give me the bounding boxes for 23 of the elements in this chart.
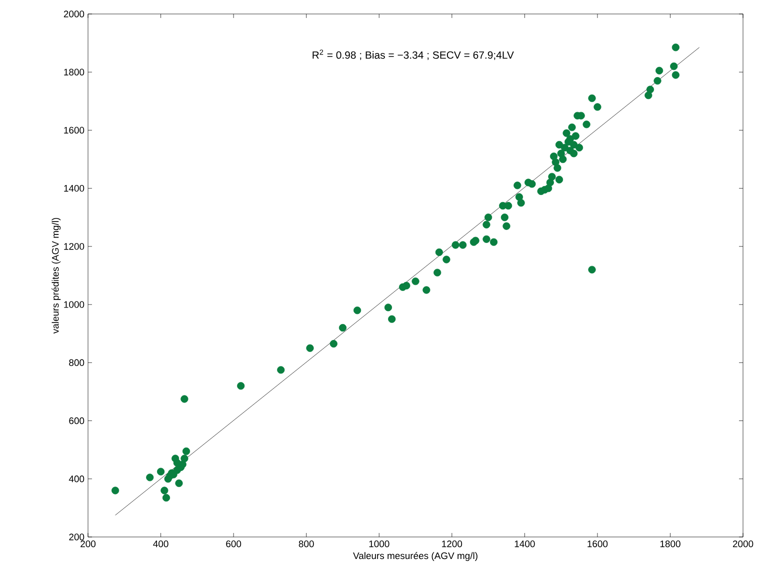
y-tick-label: 400 bbox=[68, 476, 84, 482]
x-tick-label: 1000 bbox=[369, 540, 390, 548]
y-tick-label: 1800 bbox=[64, 68, 84, 76]
x-tick-label: 1800 bbox=[660, 540, 680, 548]
y-axis-title: valeurs prédites (AGV mg/l) bbox=[52, 218, 61, 334]
y-tick-label: 600 bbox=[69, 417, 84, 424]
x-tick-label: 600 bbox=[226, 540, 242, 548]
x-axis-title: Valeurs mesurées (AGV mg/l) bbox=[353, 552, 478, 561]
y-tick-label: 200 bbox=[69, 534, 84, 540]
annotation: R$^{2}$ = 0.98 ; Bias = −3.34 ; SECV = 67.9;4LV bbox=[312, 50, 514, 60]
y-tick-label: 1000 bbox=[64, 301, 84, 308]
y-tick-label: 800 bbox=[69, 359, 84, 366]
y-tick-label: 2000 bbox=[64, 10, 84, 18]
x-tick-label: 1200 bbox=[442, 540, 462, 548]
x-tick-label: 200 bbox=[80, 540, 96, 548]
x-tick-label: 2000 bbox=[732, 540, 754, 548]
x-tick-label: 1400 bbox=[514, 540, 535, 548]
y-tick-label: 1600 bbox=[64, 126, 84, 134]
y-tick-label: 1200 bbox=[64, 243, 84, 250]
x-tick-label: 800 bbox=[298, 540, 314, 548]
x-tick-label: 400 bbox=[153, 540, 168, 548]
y-tick-label: 1400 bbox=[64, 184, 84, 192]
x-tick-label: 1600 bbox=[588, 540, 608, 548]
